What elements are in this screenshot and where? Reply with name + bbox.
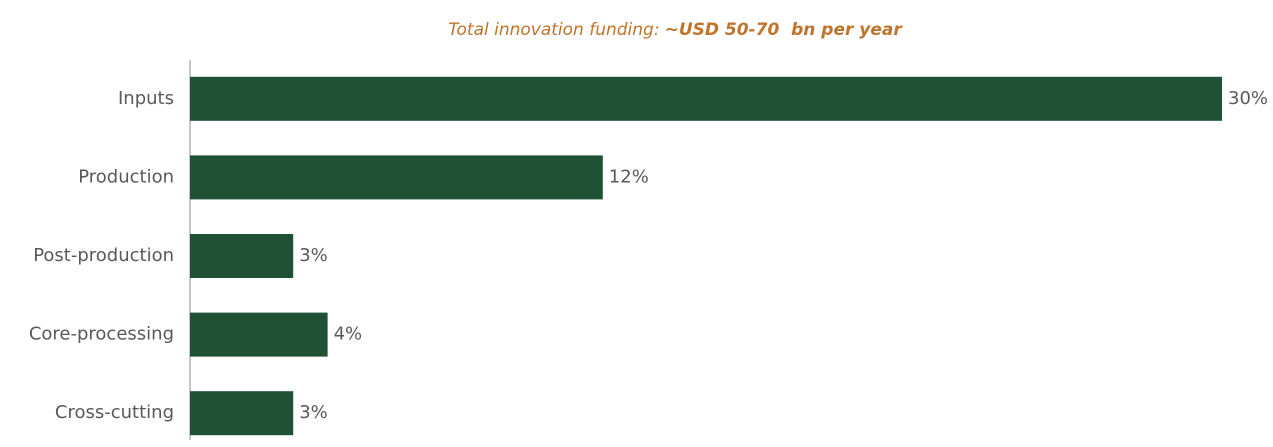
chart-title: Total innovation funding: ~USD 50-70 bn p… <box>0 20 1273 40</box>
value-label: 4% <box>334 324 363 345</box>
value-label: 30% <box>1228 88 1268 109</box>
value-label: 12% <box>609 166 649 187</box>
y-tick-label: Inputs <box>118 88 174 109</box>
y-tick-label: Core-processing <box>29 324 174 345</box>
bar <box>190 391 294 436</box>
y-tick-label: Cross-cutting <box>55 402 174 423</box>
bar <box>190 234 294 278</box>
bar <box>190 76 1222 121</box>
title-prefix: Total innovation funding: <box>448 20 660 40</box>
value-label: 3% <box>299 402 328 423</box>
y-tick-label: Production <box>78 166 174 187</box>
y-tick-label: Post-production <box>33 245 174 266</box>
value-label: 3% <box>299 245 328 266</box>
bar <box>190 155 603 200</box>
bar <box>190 312 328 357</box>
title-emphasis: ~USD 50-70 bn per year <box>664 20 902 40</box>
